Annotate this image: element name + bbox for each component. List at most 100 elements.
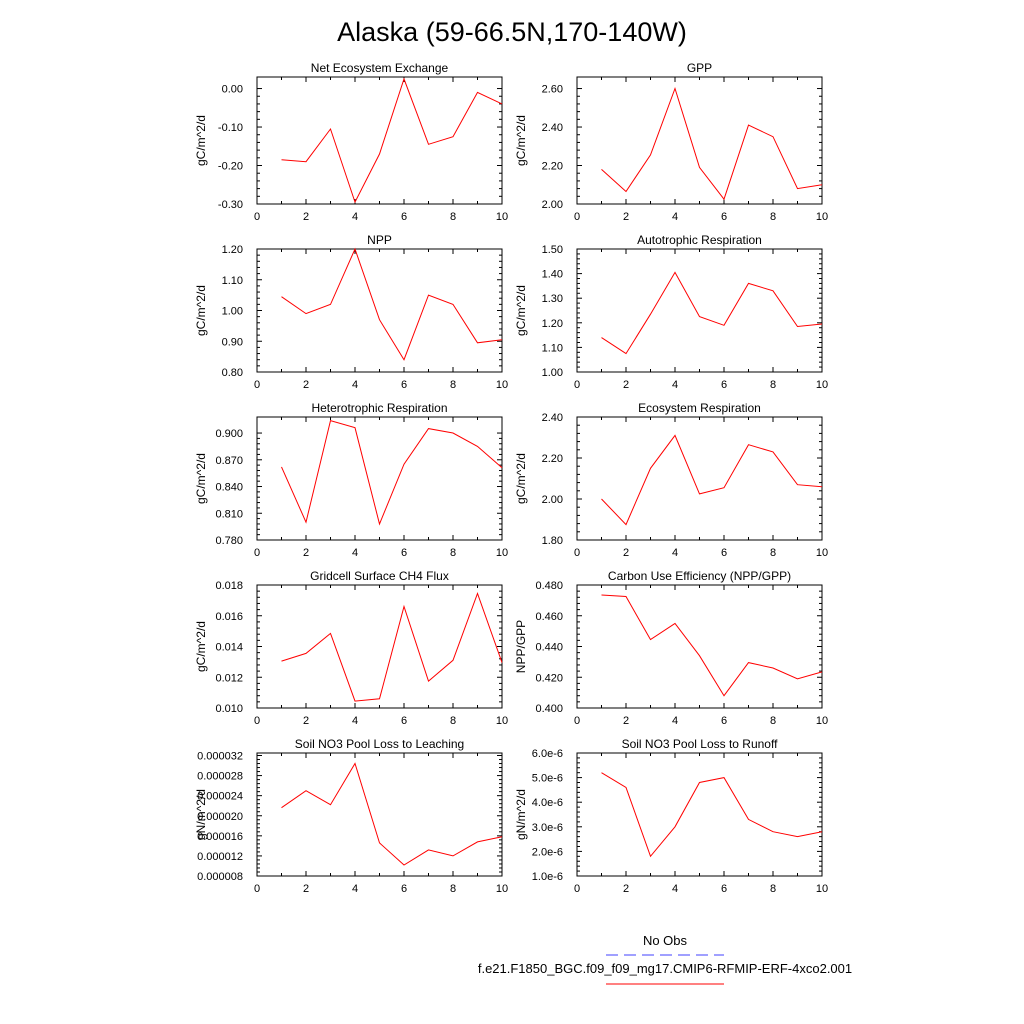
y-tick-label: 0.810 bbox=[215, 508, 243, 520]
series-line-1 bbox=[281, 247, 503, 361]
y-tick-label: 1.10 bbox=[542, 342, 563, 354]
y-tick-label: 0.000012 bbox=[197, 851, 243, 863]
y-tick-label: 2.0e-6 bbox=[532, 846, 563, 858]
y-tick-label: 0.000016 bbox=[197, 831, 243, 843]
series-line-1 bbox=[601, 434, 823, 526]
y-axis-label: gC/m^2/d bbox=[194, 621, 208, 672]
x-tick-label: 0 bbox=[254, 211, 260, 223]
chart-panel-2: GPP gC/m^2/d 0 2 4 6 8 10 2.00 2.20 2.40 2.60 bbox=[514, 61, 828, 223]
figure-title: Alaska (59-66.5N,170-140W) bbox=[337, 17, 687, 47]
x-tick-label: 6 bbox=[401, 883, 407, 895]
x-tick-label: 4 bbox=[672, 883, 678, 895]
legend: No Obs f.e21.F1850_BGC.f09_f09_mg17.CMIP… bbox=[478, 933, 852, 985]
series-line-1 bbox=[601, 86, 823, 201]
x-tick-label: 10 bbox=[816, 715, 828, 727]
x-tick-label: 8 bbox=[450, 547, 456, 559]
series-line-1 bbox=[601, 594, 823, 697]
plot-frame bbox=[256, 584, 503, 709]
plot-frame bbox=[256, 416, 503, 541]
y-tick-label: 0.000008 bbox=[197, 871, 243, 883]
y-axis-label: NPP/GPP bbox=[514, 620, 528, 673]
y-tick-label: 2.20 bbox=[542, 453, 563, 465]
y-tick-label: 0.780 bbox=[215, 535, 243, 547]
chart-panel-9: Soil NO3 Pool Loss to Leaching gN/m^2/d 0 2… bbox=[194, 737, 508, 895]
y-tick-label: 6.0e-6 bbox=[532, 748, 563, 760]
x-tick-label: 0 bbox=[574, 883, 580, 895]
x-tick-label: 2 bbox=[303, 883, 309, 895]
y-tick-label: -0.30 bbox=[218, 199, 243, 211]
x-tick-label: 4 bbox=[672, 211, 678, 223]
panel-title: NPP bbox=[367, 233, 392, 247]
chart-panel-7: Gridcell Surface CH4 Flux gC/m^2/d 0 2 4 6 8 10… bbox=[194, 569, 508, 727]
plot-frame bbox=[576, 752, 823, 877]
x-tick-label: 8 bbox=[450, 211, 456, 223]
y-axis-label: gC/m^2/d bbox=[514, 453, 528, 504]
x-tick-label: 6 bbox=[721, 715, 727, 727]
panel-title: Autotrophic Respiration bbox=[637, 233, 762, 247]
panel-title: Ecosystem Respiration bbox=[638, 401, 761, 415]
y-tick-label: 5.0e-6 bbox=[532, 773, 563, 785]
x-tick-label: 10 bbox=[496, 379, 508, 391]
series-line-1 bbox=[281, 77, 503, 204]
plot-frame bbox=[256, 76, 503, 205]
x-tick-label: 8 bbox=[450, 883, 456, 895]
x-tick-label: 2 bbox=[303, 547, 309, 559]
chart-panel-6: Ecosystem Respiration gC/m^2/d 0 2 4 6 8 10 1.80… bbox=[514, 401, 828, 559]
y-tick-label: 2.40 bbox=[542, 122, 563, 134]
y-tick-label: 0.480 bbox=[535, 580, 563, 592]
y-tick-label: 1.0e-6 bbox=[532, 871, 563, 883]
x-tick-label: 4 bbox=[352, 715, 358, 727]
series-line-1 bbox=[281, 419, 503, 526]
x-tick-label: 2 bbox=[623, 883, 629, 895]
chart-panel-10: Soil NO3 Pool Loss to Runoff gN/m^2/d 0 2 4 6… bbox=[514, 737, 828, 895]
plot-frame bbox=[576, 416, 823, 541]
x-tick-label: 10 bbox=[496, 547, 508, 559]
series-line-1 bbox=[601, 271, 823, 355]
x-tick-label: 6 bbox=[721, 547, 727, 559]
y-tick-label: 0.010 bbox=[215, 703, 243, 715]
x-tick-label: 0 bbox=[254, 883, 260, 895]
x-tick-label: 6 bbox=[401, 379, 407, 391]
panel-title: Heterotrophic Respiration bbox=[311, 401, 447, 415]
x-tick-label: 0 bbox=[254, 379, 260, 391]
y-tick-label: 0.000024 bbox=[197, 791, 243, 803]
x-tick-label: 2 bbox=[303, 211, 309, 223]
y-tick-label: 0.012 bbox=[215, 672, 243, 684]
x-tick-label: 4 bbox=[352, 547, 358, 559]
panel-title: GPP bbox=[687, 61, 712, 75]
y-tick-label: 2.40 bbox=[542, 412, 563, 424]
y-axis-label: gC/m^2/d bbox=[194, 285, 208, 336]
x-tick-label: 6 bbox=[721, 883, 727, 895]
y-tick-label: 1.10 bbox=[222, 275, 243, 287]
x-tick-label: 2 bbox=[623, 715, 629, 727]
x-tick-label: 6 bbox=[721, 379, 727, 391]
legend-label-no-obs: No Obs bbox=[643, 933, 688, 948]
y-tick-label: 4.0e-6 bbox=[532, 797, 563, 809]
panel-title: Gridcell Surface CH4 Flux bbox=[310, 569, 449, 583]
x-tick-label: 0 bbox=[574, 379, 580, 391]
y-tick-label: 0.016 bbox=[215, 611, 243, 623]
x-tick-label: 4 bbox=[672, 379, 678, 391]
x-tick-label: 2 bbox=[623, 211, 629, 223]
plot-frame bbox=[576, 248, 823, 373]
y-tick-label: -0.10 bbox=[218, 122, 243, 134]
x-tick-label: 6 bbox=[721, 211, 727, 223]
panels: Net Ecosystem Exchange gC/m^2/d 0 2 4 6 8 10 -0.… bbox=[194, 61, 828, 895]
x-tick-label: 0 bbox=[254, 547, 260, 559]
y-tick-label: 2.00 bbox=[542, 494, 563, 506]
y-tick-label: 1.20 bbox=[542, 318, 563, 330]
x-tick-label: 4 bbox=[672, 547, 678, 559]
x-tick-label: 8 bbox=[770, 379, 776, 391]
y-tick-label: 2.00 bbox=[542, 199, 563, 211]
chart-panel-4: Autotrophic Respiration gC/m^2/d 0 2 4 6 8 10 1.… bbox=[514, 233, 828, 391]
legend-label-case: f.e21.F1850_BGC.f09_f09_mg17.CMIP6-RFMIP… bbox=[478, 961, 852, 976]
y-tick-label: 1.20 bbox=[222, 244, 243, 256]
y-tick-label: 1.30 bbox=[542, 293, 563, 305]
y-tick-label: 0.014 bbox=[215, 642, 243, 654]
x-tick-label: 6 bbox=[401, 715, 407, 727]
x-tick-label: 6 bbox=[401, 547, 407, 559]
y-tick-label: 0.870 bbox=[215, 455, 243, 467]
y-axis-label: gC/m^2/d bbox=[194, 453, 208, 504]
x-tick-label: 4 bbox=[352, 211, 358, 223]
